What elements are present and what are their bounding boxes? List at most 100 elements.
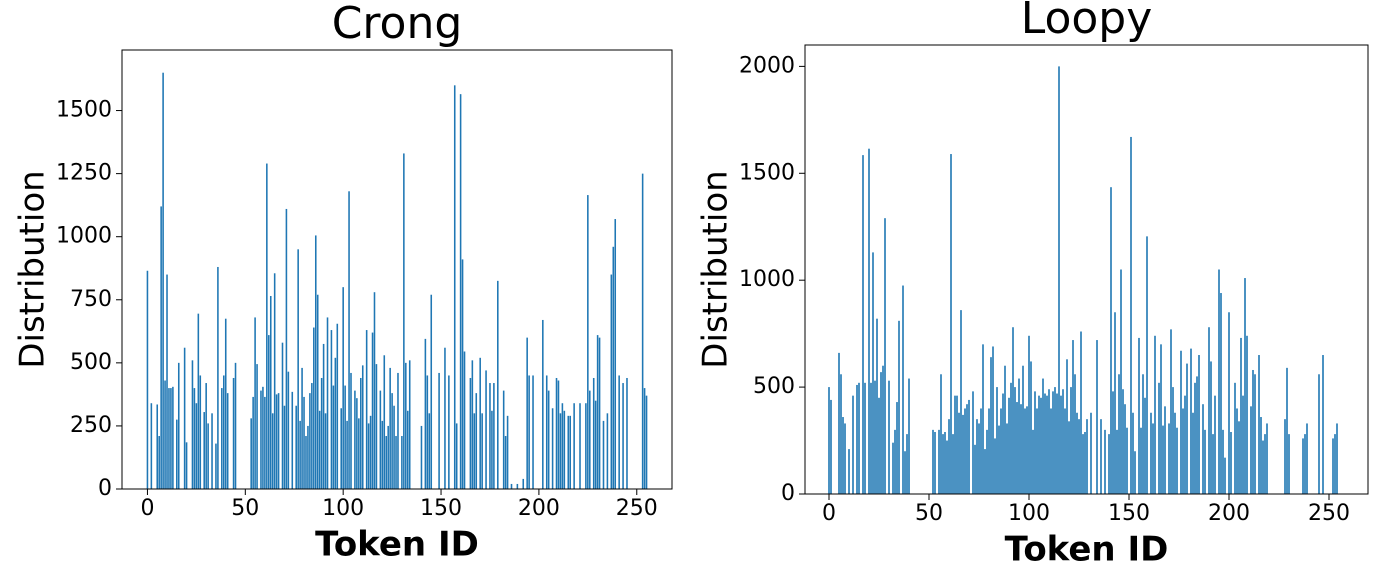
bar — [984, 449, 986, 494]
bar — [960, 310, 962, 494]
bar — [1010, 382, 1012, 494]
bar — [1108, 434, 1110, 494]
bar — [383, 355, 386, 489]
bar — [203, 412, 205, 489]
bar — [840, 374, 842, 494]
bar — [880, 372, 882, 494]
bar — [594, 400, 597, 489]
bar — [878, 397, 880, 494]
bar — [426, 375, 429, 489]
bar — [481, 413, 483, 489]
bar — [1006, 423, 1008, 494]
bar — [884, 218, 886, 494]
y-tick-label: 500 — [70, 350, 112, 375]
bar — [268, 335, 270, 489]
bar — [217, 266, 219, 489]
bar — [592, 377, 595, 489]
bar — [980, 408, 982, 494]
bar — [367, 423, 370, 489]
bar — [346, 420, 348, 489]
bar — [1022, 365, 1024, 494]
bar — [1184, 395, 1186, 494]
bar — [1038, 395, 1040, 494]
bar — [942, 434, 944, 494]
bar — [502, 390, 505, 489]
bar — [1264, 434, 1266, 494]
bar — [976, 419, 978, 494]
bar — [405, 362, 407, 489]
bar — [1266, 423, 1268, 494]
plot-frame — [804, 44, 1369, 495]
bar — [864, 382, 866, 494]
bar — [610, 274, 613, 489]
y-tick-label: 0 — [98, 476, 112, 501]
bar — [557, 380, 560, 489]
bar — [1208, 327, 1210, 494]
bar — [344, 385, 346, 489]
bar — [158, 436, 160, 489]
bar — [354, 390, 356, 489]
bar — [493, 383, 495, 489]
bar — [1064, 408, 1066, 494]
bar — [932, 429, 934, 494]
bar — [1052, 391, 1054, 494]
bar — [215, 443, 217, 489]
bar — [1180, 350, 1182, 494]
bar — [1014, 387, 1016, 494]
y-tick-label: 750 — [70, 287, 112, 312]
bar — [902, 285, 904, 494]
bar — [1028, 335, 1030, 494]
y-tick-label: 1000 — [739, 267, 795, 292]
bar — [972, 391, 974, 494]
bar — [1126, 427, 1128, 494]
bar — [1236, 408, 1238, 494]
bar — [406, 410, 409, 489]
bar — [1168, 423, 1170, 494]
bar — [1250, 406, 1252, 494]
bar — [336, 323, 339, 489]
bar — [332, 385, 335, 489]
bar — [1062, 389, 1064, 494]
bar — [1304, 434, 1306, 494]
bar — [645, 395, 648, 489]
y-tick-label: 1500 — [739, 160, 795, 185]
bar — [1012, 327, 1014, 494]
bar — [461, 259, 464, 489]
bar — [962, 414, 964, 494]
bar — [567, 415, 570, 489]
bar — [1046, 395, 1048, 494]
bar — [868, 148, 870, 494]
bar — [968, 399, 970, 494]
bar — [252, 396, 254, 489]
bar — [1284, 419, 1286, 494]
bar — [191, 360, 194, 489]
bar — [254, 317, 256, 489]
bar — [974, 444, 976, 494]
bar — [1026, 406, 1028, 494]
bar — [956, 395, 958, 494]
bar — [271, 413, 274, 489]
bar — [222, 375, 225, 489]
bar — [473, 413, 476, 489]
bar — [1024, 408, 1026, 494]
bar — [320, 377, 323, 489]
bar — [316, 294, 319, 489]
x-tick-label: 200 — [518, 496, 560, 521]
bar — [1040, 397, 1042, 494]
bar — [934, 431, 936, 494]
bar — [463, 351, 466, 489]
bar — [1162, 425, 1164, 494]
bar — [361, 365, 364, 489]
bar — [1134, 451, 1136, 494]
bar — [379, 390, 382, 489]
bar — [1042, 378, 1044, 494]
bar — [948, 419, 950, 494]
bar — [602, 420, 605, 489]
bar — [330, 330, 333, 489]
bar — [262, 386, 264, 489]
bar — [838, 352, 840, 494]
bar — [1288, 434, 1290, 494]
bar — [164, 380, 166, 489]
bar — [1130, 136, 1132, 494]
